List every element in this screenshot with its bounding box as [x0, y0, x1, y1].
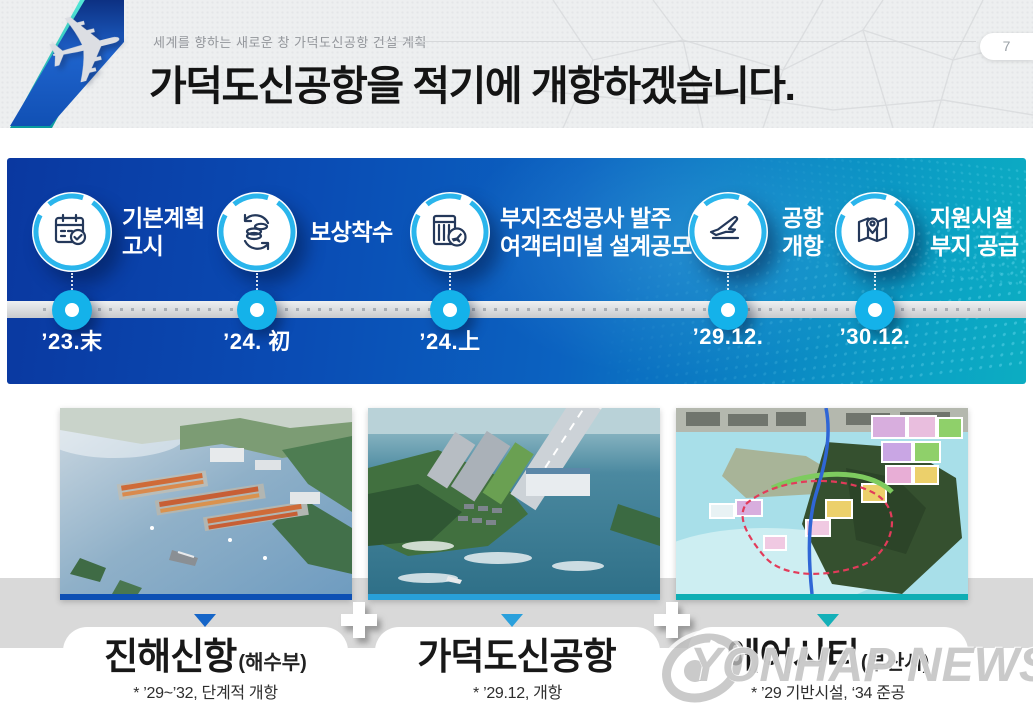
milestone-icon-circle	[32, 192, 112, 272]
photo-accent-bar	[368, 594, 660, 600]
page-title: 가덕도신공항을 적기에 개항하겠습니다.	[149, 63, 796, 109]
project-title: 가덕도신공항	[417, 636, 616, 677]
project-note: * ’29~’32, 단계적 개항	[133, 685, 278, 702]
milestone-label: 부지조성공사 발주 여객터미널 설계공모	[500, 205, 692, 259]
timeline-node	[855, 290, 895, 330]
milestone-connector	[874, 273, 876, 298]
milestone-label: 보상착수	[310, 219, 393, 245]
milestone-label: 지원시설 부지 공급	[930, 205, 1019, 259]
eyebrow-divider-line	[384, 41, 976, 42]
milestone-connector	[727, 273, 729, 298]
milestone-connector	[256, 273, 258, 298]
project-org: (해수부)	[238, 652, 307, 674]
project-title: 에어시티	[726, 636, 860, 677]
watermark-text: YONHAP NEWS	[690, 639, 1033, 692]
milestone-date: ’24. 初	[223, 329, 291, 354]
milestone-icon-circle	[410, 192, 490, 272]
ribbon-decoration	[10, 0, 124, 128]
map-pattern-decoration	[533, 0, 1033, 128]
timeline-dotted-line	[43, 308, 990, 311]
yonhap-logo-watermark	[658, 629, 746, 707]
plus-icon	[341, 602, 377, 638]
project-note: * ’29.12, 개항	[473, 685, 562, 702]
project-card-jinhae: 진해신항 (해수부) * ’29~’32, 단계적 개항	[63, 627, 348, 717]
calendar-check-icon	[33, 193, 111, 271]
photo-accent-bar	[676, 594, 968, 600]
milestone-date: ’29.12.	[692, 324, 764, 349]
map-pin-icon	[836, 193, 914, 271]
site-order-doc-icon	[411, 193, 489, 271]
airplane-takeoff-icon	[689, 193, 767, 271]
header: ✈ 세계를 향하는 새로운 창 가덕도신공항 건설 계획 가덕도신공항을 적기에…	[0, 0, 1033, 128]
header-eyebrow: 세계를 향하는 새로운 창 가덕도신공항 건설 계획	[153, 35, 427, 50]
timeline-node	[52, 290, 92, 330]
milestone-date: ’30.12.	[839, 324, 911, 349]
milestone-connector	[449, 273, 451, 298]
timeline-node	[708, 290, 748, 330]
milestone-date: ’23.末	[41, 329, 103, 354]
pointer-triangle-icon	[501, 614, 523, 627]
plus-icon	[654, 602, 690, 638]
milestone-icon-circle	[688, 192, 768, 272]
milestone-connector	[71, 273, 73, 298]
milestone-label: 공항 개항	[782, 205, 824, 259]
air-city-land-use-plan-photo	[676, 408, 968, 600]
project-note: * ’29 기반시설, ‘34 준공	[750, 685, 906, 702]
coins-cycle-icon	[218, 193, 296, 271]
timeline-node	[237, 290, 277, 330]
banner-glow-decoration	[456, 158, 916, 378]
timeline-node	[430, 290, 470, 330]
photo-accent-bar	[60, 594, 352, 600]
timeline-banner: ’23.末 기본계획 고시 ’24. 初 보상착수	[7, 158, 1026, 384]
gadeokdo-new-airport-rendering-photo	[368, 408, 660, 600]
project-org: (부산시)	[860, 652, 930, 674]
milestone-icon-circle	[217, 192, 297, 272]
page-number-badge: 7	[980, 33, 1033, 60]
pointer-triangle-icon	[194, 614, 216, 627]
milestone-icon-circle	[835, 192, 915, 272]
jinhae-new-port-aerial-photo	[60, 408, 352, 600]
milestone-date: ’24.上	[419, 329, 481, 354]
pointer-triangle-icon	[817, 614, 839, 627]
milestone-label: 기본계획 고시	[122, 205, 205, 259]
project-card-gadeokdo: 가덕도신공항 * ’29.12, 개항	[375, 627, 660, 717]
project-title: 진해신항	[104, 636, 237, 677]
